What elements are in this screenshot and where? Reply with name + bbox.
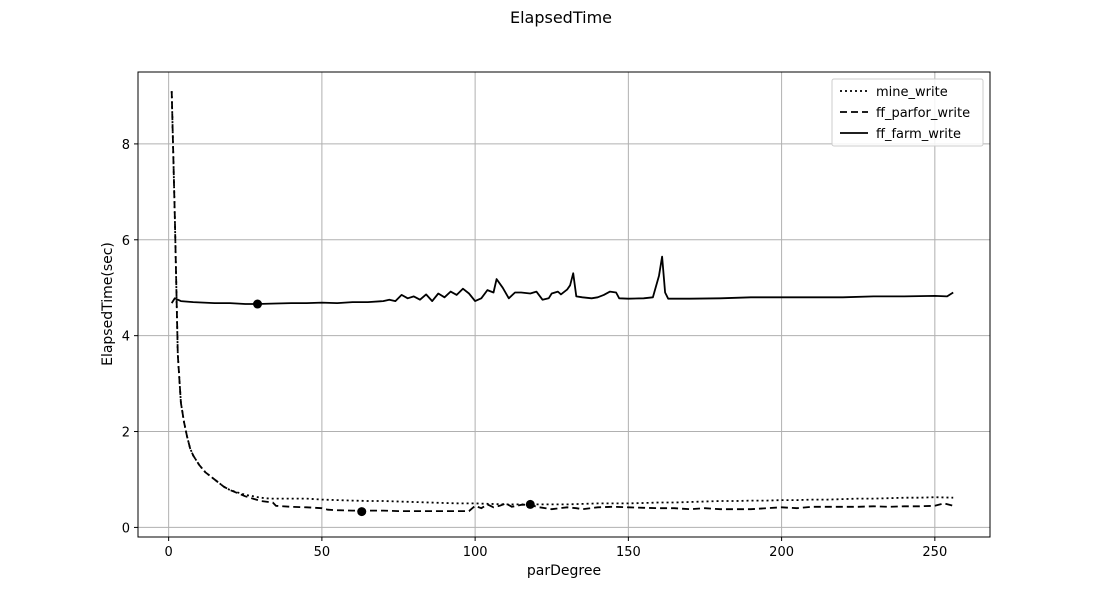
x-tick-label: 50: [314, 545, 331, 560]
x-tick-label: 250: [922, 545, 947, 560]
highlight-marker: [525, 499, 535, 509]
legend-label: ff_parfor_write: [876, 106, 970, 121]
plot-lines: [170, 91, 954, 513]
x-axis-label: parDegree: [527, 563, 601, 579]
series-line-ff_parfor_write: [170, 91, 954, 513]
y-tick-label: 8: [122, 138, 130, 153]
chart-title: ElapsedTime: [510, 8, 612, 27]
legend-label: mine_write: [876, 85, 948, 100]
highlight-marker: [357, 507, 367, 517]
legend-label: ff_farm_write: [876, 127, 961, 142]
y-tick-label: 4: [122, 330, 130, 345]
x-tick-label: 100: [463, 545, 488, 560]
plot-markers: [253, 299, 535, 517]
y-axis-label: ElapsedTime(sec): [100, 242, 116, 366]
grid: [138, 72, 990, 537]
legend-box: [831, 78, 984, 147]
plot-frame: [137, 71, 991, 538]
x-axis-ticks: 0 50 100 150 200 250: [165, 537, 947, 560]
y-tick-label: 6: [122, 234, 130, 249]
x-tick-label: 200: [769, 545, 794, 560]
highlight-marker: [253, 299, 263, 309]
legend: mine_write ff_parfor_write ff_farm_write: [831, 78, 984, 147]
y-axis-ticks: 0 2 4 6 8: [122, 138, 138, 536]
y-tick-label: 0: [122, 521, 130, 536]
series-line-ff_farm_write: [170, 255, 954, 305]
y-tick-label: 2: [122, 426, 130, 441]
series-line-mine_write: [170, 91, 954, 506]
x-tick-label: 150: [616, 545, 641, 560]
x-tick-label: 0: [165, 545, 173, 560]
